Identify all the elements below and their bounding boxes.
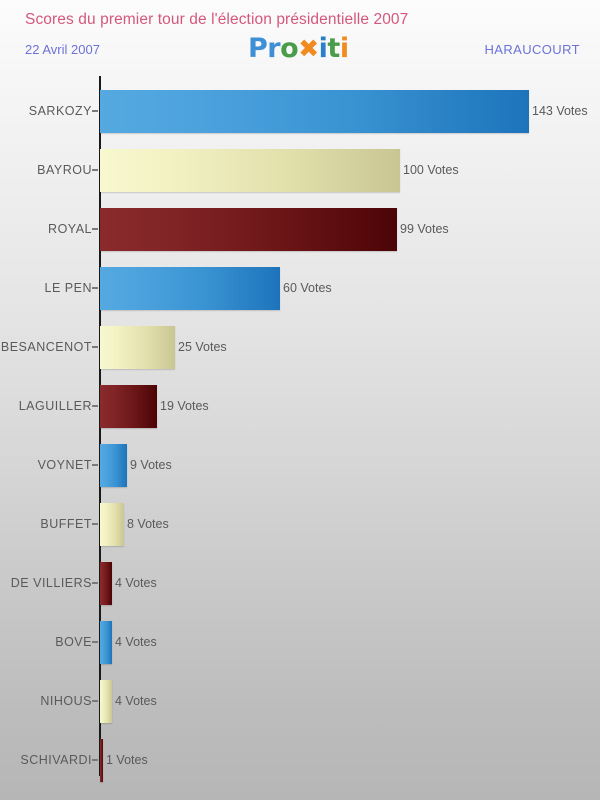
bar-row: BOVE 4 Votes (0, 613, 600, 672)
logo-letter-6: i (339, 33, 349, 64)
bar-value-label: 4 Votes (115, 694, 157, 708)
bar-row: LE PEN 60 Votes (0, 259, 600, 318)
bar[interactable] (100, 90, 529, 133)
bar-value-label: 99 Votes (400, 222, 449, 236)
bar-category-label: BUFFET (40, 517, 92, 531)
logo-letter-1: r (267, 33, 281, 64)
bar[interactable] (100, 385, 157, 428)
bar[interactable] (100, 208, 397, 251)
bar-row: SARKOZY 143 Votes (0, 82, 600, 141)
logo-letter-0: P (248, 33, 268, 64)
logo-letter-4: i (318, 33, 328, 64)
bar[interactable] (100, 621, 112, 664)
bar-value-label: 1 Votes (106, 753, 148, 767)
bar-row: SCHIVARDI 1 Votes (0, 731, 600, 790)
bar-chart-plot: SARKOZY 143 Votes BAYROU 100 Votes ROYAL 99 V… (0, 76, 600, 782)
axis-tick (92, 464, 98, 466)
chart-date-label: 22 Avril 2007 (25, 42, 100, 57)
bar-category-label: BOVE (55, 635, 92, 649)
axis-tick (92, 405, 98, 407)
axis-tick (92, 523, 98, 525)
bar-category-label: LAGUILLER (18, 399, 92, 413)
bar-value-label: 25 Votes (178, 340, 227, 354)
axis-tick (92, 169, 98, 171)
bar-value-label: 100 Votes (403, 163, 459, 177)
bar-row: VOYNET 9 Votes (0, 436, 600, 495)
axis-tick (92, 346, 98, 348)
bar-value-label: 60 Votes (283, 281, 332, 295)
bar[interactable] (100, 267, 280, 310)
location-label: HARAUCOURT (484, 42, 580, 57)
bar-category-label: SARKOZY (28, 104, 92, 118)
bar[interactable] (100, 680, 112, 723)
axis-tick (92, 700, 98, 702)
proxiti-logo[interactable]: Pro✖iti (248, 34, 349, 64)
bar-category-label: LE PEN (44, 281, 92, 295)
bar-category-label: BESANCENOT (0, 340, 92, 354)
bar-category-label: DE VILLIERS (10, 576, 92, 590)
logo-letter-5: t (327, 33, 340, 64)
bar-row: DE VILLIERS 4 Votes (0, 554, 600, 613)
chart-header: Scores du premier tour de l'élection pré… (0, 0, 600, 76)
bar[interactable] (100, 562, 112, 605)
axis-tick (92, 110, 98, 112)
bar-row: BAYROU 100 Votes (0, 141, 600, 200)
bar-category-label: NIHOUS (40, 694, 92, 708)
bar-value-label: 8 Votes (127, 517, 169, 531)
logo-letter-2: o (280, 33, 299, 64)
bar-value-label: 143 Votes (532, 104, 588, 118)
bar-value-label: 19 Votes (160, 399, 209, 413)
y-axis-line (99, 76, 101, 776)
bar[interactable] (100, 739, 103, 782)
logo-letter-3: ✖ (298, 34, 319, 63)
bar-row: BESANCENOT 25 Votes (0, 318, 600, 377)
bar-row: NIHOUS 4 Votes (0, 672, 600, 731)
bar-category-label: SCHIVARDI (20, 753, 92, 767)
bar[interactable] (100, 503, 124, 546)
bar-value-label: 9 Votes (130, 458, 172, 472)
bar-row: ROYAL 99 Votes (0, 200, 600, 259)
bar-row: BUFFET 8 Votes (0, 495, 600, 554)
axis-tick (92, 228, 98, 230)
bar-category-label: ROYAL (48, 222, 92, 236)
bar-row: LAGUILLER 19 Votes (0, 377, 600, 436)
bar-value-label: 4 Votes (115, 635, 157, 649)
bar[interactable] (100, 326, 175, 369)
axis-tick (92, 641, 98, 643)
bar-category-label: BAYROU (37, 163, 92, 177)
axis-tick (92, 582, 98, 584)
axis-tick (92, 287, 98, 289)
bar-category-label: VOYNET (37, 458, 92, 472)
bar-value-label: 4 Votes (115, 576, 157, 590)
page-title: Scores du premier tour de l'élection pré… (25, 11, 409, 28)
bar[interactable] (100, 444, 127, 487)
axis-tick (92, 759, 98, 761)
bar[interactable] (100, 149, 400, 192)
